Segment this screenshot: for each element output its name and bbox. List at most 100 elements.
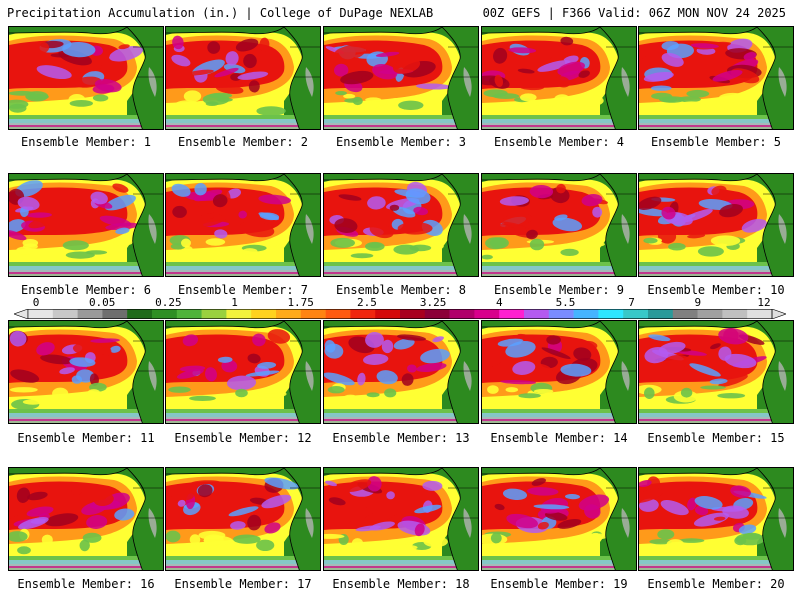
ensemble-member-caption: Ensemble Member: 10 bbox=[647, 283, 785, 297]
precip-colorbar: 0 0.05 0.25 1 1.75 2.5 3.25 4 5.5 7 9 12 bbox=[14, 297, 786, 319]
precip-map-image bbox=[324, 321, 478, 423]
ensemble-member-map bbox=[165, 467, 321, 571]
ensemble-member-caption: Ensemble Member: 13 bbox=[332, 431, 470, 445]
precip-map-image bbox=[9, 321, 163, 423]
colorbar-scale bbox=[14, 309, 786, 319]
colorbar-swatch bbox=[28, 309, 54, 319]
colorbar-swatch bbox=[598, 309, 624, 319]
ensemble-member-map bbox=[481, 320, 637, 424]
precip-map-image bbox=[639, 27, 793, 129]
colorbar-swatch bbox=[77, 309, 103, 319]
precip-map-image bbox=[639, 174, 793, 276]
ensemble-member-map bbox=[165, 320, 321, 424]
colorbar-swatch bbox=[424, 309, 450, 319]
ensemble-member-caption: Ensemble Member: 2 bbox=[177, 135, 309, 149]
precip-map-image bbox=[482, 27, 636, 129]
ensemble-member-caption: Ensemble Member: 8 bbox=[335, 283, 467, 297]
precip-map-image bbox=[166, 27, 320, 129]
precip-map-image bbox=[324, 27, 478, 129]
precip-map-image bbox=[482, 321, 636, 423]
ensemble-member-map bbox=[638, 26, 794, 130]
ensemble-member-map bbox=[8, 320, 164, 424]
colorbar-swatch bbox=[226, 309, 252, 319]
ensemble-member-caption: Ensemble Member: 11 bbox=[17, 431, 155, 445]
precip-map-image bbox=[324, 468, 478, 570]
ensemble-member-map bbox=[165, 173, 321, 277]
ensemble-member-map bbox=[638, 320, 794, 424]
precip-map-image bbox=[639, 468, 793, 570]
ensemble-member-caption: Ensemble Member: 18 bbox=[332, 577, 470, 591]
ensemble-member-caption: Ensemble Member: 17 bbox=[174, 577, 312, 591]
ensemble-member-map bbox=[323, 173, 479, 277]
colorbar-swatch bbox=[722, 309, 748, 319]
ensemble-member-map bbox=[165, 26, 321, 130]
colorbar-swatch bbox=[325, 309, 351, 319]
ensemble-member-caption: Ensemble Member: 6 bbox=[20, 283, 152, 297]
colorbar-tick-label: 0.25 bbox=[155, 296, 182, 309]
colorbar-tick-label: 1 bbox=[231, 296, 238, 309]
colorbar-labels: 0 0.05 0.25 1 1.75 2.5 3.25 4 5.5 7 9 12 bbox=[14, 297, 786, 309]
ensemble-member-caption: Ensemble Member: 9 bbox=[493, 283, 625, 297]
colorbar-tick-label: 2.5 bbox=[356, 296, 377, 309]
ensemble-member-map bbox=[638, 173, 794, 277]
colorbar-swatch bbox=[102, 309, 128, 319]
precip-map-image bbox=[482, 174, 636, 276]
colorbar-min-arrow bbox=[14, 309, 29, 319]
colorbar-max-arrow bbox=[771, 309, 786, 319]
colorbar-tick-label: 3.25 bbox=[419, 296, 447, 309]
colorbar-tick-label: 12 bbox=[757, 296, 771, 309]
colorbar-swatch bbox=[176, 309, 202, 319]
colorbar-outline bbox=[27, 309, 773, 319]
colorbar-swatch bbox=[400, 309, 426, 319]
colorbar-tick-label: 9 bbox=[694, 296, 702, 309]
precip-map-image bbox=[639, 321, 793, 423]
colorbar-tick-label: 4 bbox=[495, 296, 503, 309]
colorbar-swatch bbox=[672, 309, 698, 319]
ensemble-member-map bbox=[8, 26, 164, 130]
colorbar-swatch bbox=[449, 309, 475, 319]
precip-map-image bbox=[482, 468, 636, 570]
ensemble-member-caption: Ensemble Member: 20 bbox=[647, 577, 785, 591]
ensemble-member-caption: Ensemble Member: 16 bbox=[17, 577, 155, 591]
ensemble-member-map bbox=[638, 467, 794, 571]
ensemble-member-map bbox=[323, 467, 479, 571]
colorbar-swatch bbox=[127, 309, 153, 319]
ensemble-member-map bbox=[323, 26, 479, 130]
colorbar-swatch bbox=[747, 309, 773, 319]
map-title: Precipitation Accumulation (in.) | Colle… bbox=[7, 6, 434, 20]
colorbar-swatch bbox=[474, 309, 500, 319]
colorbar-tick-label: 5.5 bbox=[555, 296, 576, 309]
colorbar-tick-label: 0.05 bbox=[88, 296, 116, 309]
precip-map-image bbox=[166, 321, 320, 423]
precip-map-image bbox=[9, 468, 163, 570]
colorbar-swatch bbox=[548, 309, 574, 319]
ensemble-member-caption: Ensemble Member: 5 bbox=[650, 135, 782, 149]
ensemble-member-map bbox=[481, 467, 637, 571]
colorbar-swatch bbox=[350, 309, 376, 319]
colorbar-tick-label: 0 bbox=[32, 296, 40, 309]
ensemble-member-map bbox=[481, 26, 637, 130]
precip-map-image bbox=[9, 27, 163, 129]
colorbar-swatch bbox=[52, 309, 78, 319]
colorbar-swatch bbox=[623, 309, 649, 319]
colorbar-tick-label: 7 bbox=[628, 296, 635, 309]
ensemble-member-caption: Ensemble Member: 14 bbox=[490, 431, 628, 445]
colorbar-tick-label: 1.75 bbox=[287, 296, 314, 309]
model-run-info: 00Z GEFS | F366 Valid: 06Z MON NOV 24 20… bbox=[482, 6, 786, 20]
ensemble-member-map bbox=[8, 173, 164, 277]
ensemble-member-caption: Ensemble Member: 7 bbox=[177, 283, 309, 297]
ensemble-member-caption: Ensemble Member: 12 bbox=[174, 431, 312, 445]
colorbar-swatch bbox=[573, 309, 599, 319]
ensemble-member-caption: Ensemble Member: 15 bbox=[647, 431, 785, 445]
ensemble-member-map bbox=[481, 173, 637, 277]
ensemble-member-map bbox=[8, 467, 164, 571]
precip-map-image bbox=[166, 468, 320, 570]
colorbar-swatch bbox=[648, 309, 674, 319]
ensemble-member-caption: Ensemble Member: 4 bbox=[493, 135, 625, 149]
colorbar-swatch bbox=[152, 309, 178, 319]
ensemble-member-map bbox=[323, 320, 479, 424]
ensemble-member-caption: Ensemble Member: 1 bbox=[20, 135, 152, 149]
precip-map-image bbox=[324, 174, 478, 276]
colorbar-swatch bbox=[251, 309, 277, 319]
ensemble-member-caption: Ensemble Member: 3 bbox=[335, 135, 467, 149]
